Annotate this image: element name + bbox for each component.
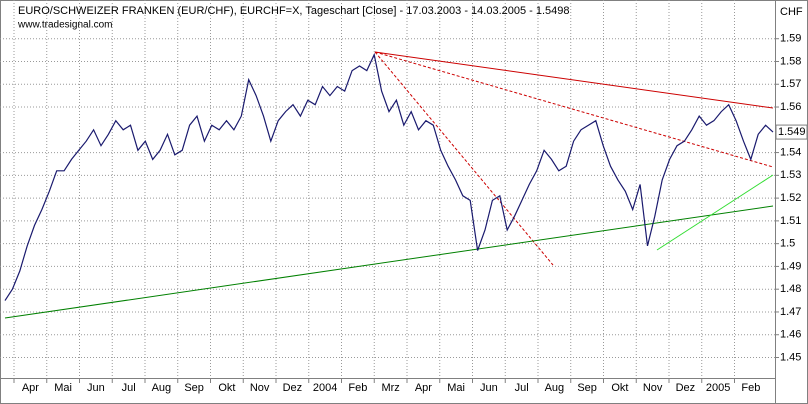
- x-tick-label: Mai: [54, 382, 72, 394]
- x-tick-label: Jul: [122, 382, 136, 394]
- x-tick-label: Apr: [22, 382, 39, 394]
- trend-line: [374, 51, 774, 168]
- x-tick-label: Okt: [611, 382, 628, 394]
- trend-line: [374, 51, 774, 109]
- y-tick-label: 1.56: [780, 101, 801, 113]
- y-tick-label: 1.47: [780, 306, 801, 318]
- y-tick-label: 1.59: [780, 33, 801, 45]
- x-tick-label: Sep: [184, 382, 204, 394]
- subtitle: www.tradesignal.com: [17, 20, 112, 31]
- trend-line: [656, 174, 774, 251]
- x-tick-label: Nov: [643, 382, 663, 394]
- x-tick-label: Sep: [577, 382, 597, 394]
- x-tick-label: 2005: [706, 382, 730, 394]
- x-tick-label: Mai: [447, 382, 465, 394]
- y-tick-label: 1.49: [780, 260, 801, 272]
- x-tick-label: Jun: [480, 382, 498, 394]
- y-tick-label: 1.51: [780, 215, 801, 227]
- y-tick-label: 1.48: [780, 283, 801, 295]
- x-tick-label: Dez: [676, 382, 696, 394]
- y-tick-label: 1.53: [780, 169, 801, 181]
- x-tick-label: Aug: [152, 382, 172, 394]
- y-tick-label: 1.54: [780, 146, 801, 158]
- grid: [0, 0, 779, 383]
- price-line: [4, 52, 774, 301]
- x-tick-label: Feb: [348, 382, 367, 394]
- x-tick-label: 2004: [313, 382, 337, 394]
- y-tick-label: 1.58: [780, 55, 801, 67]
- y-axis-label: CHF: [780, 6, 803, 18]
- y-tick-label: 1.57: [780, 78, 801, 90]
- y-tick-label: 1.52: [780, 192, 801, 204]
- last-value-box: [775, 124, 808, 140]
- y-tick-label: 1.46: [780, 329, 801, 341]
- chart-title: EURO/SCHWEIZER FRANKEN (EUR/CHF), EURCHF…: [18, 5, 570, 17]
- last-value-label: 1.549: [778, 126, 806, 138]
- x-tick-label: Dez: [283, 382, 303, 394]
- x-tick-label: Feb: [741, 382, 760, 394]
- x-tick-label: Mrz: [381, 382, 399, 394]
- y-tick-label: 1.5: [780, 238, 795, 250]
- x-tick-label: Okt: [218, 382, 235, 394]
- x-tick-label: Nov: [250, 382, 270, 394]
- plot: [4, 52, 774, 301]
- x-tick-label: Jul: [515, 382, 529, 394]
- x-tick-label: Jun: [87, 382, 105, 394]
- x-tick-label: Apr: [415, 382, 432, 394]
- x-tick-label: Aug: [545, 382, 565, 394]
- trend-line: [374, 51, 554, 266]
- y-tick-label: 1.45: [780, 351, 801, 363]
